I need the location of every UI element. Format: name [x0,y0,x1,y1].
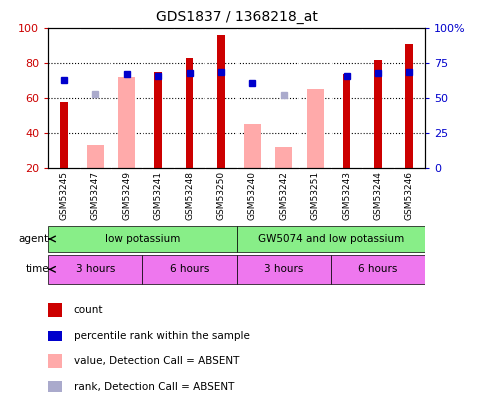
Text: GSM53245: GSM53245 [59,171,69,220]
Bar [185,58,194,168]
Text: GSM53240: GSM53240 [248,171,257,220]
Bar [47,303,62,317]
Bar [331,255,425,284]
Text: GSM53250: GSM53250 [216,171,226,220]
Bar [275,147,292,168]
Bar [244,124,261,168]
Text: GDS1837 / 1368218_at: GDS1837 / 1368218_at [156,10,318,24]
Text: agent: agent [19,234,49,244]
Text: GSM53248: GSM53248 [185,171,194,220]
Text: percentile rank within the sample: percentile rank within the sample [73,331,249,341]
Bar [60,102,68,168]
Bar [48,226,237,252]
Text: GSM53249: GSM53249 [122,171,131,220]
Text: GSM53241: GSM53241 [154,171,163,220]
Text: rank, Detection Call = ABSENT: rank, Detection Call = ABSENT [73,382,234,392]
Bar [87,145,104,168]
Bar [237,255,331,284]
Bar [374,60,382,168]
Text: GSM53242: GSM53242 [279,171,288,220]
Text: value, Detection Call = ABSENT: value, Detection Call = ABSENT [73,356,239,366]
Text: 3 hours: 3 hours [264,264,303,274]
Bar [118,77,135,168]
Text: low potassium: low potassium [105,234,180,244]
Bar [154,72,162,168]
Bar [217,35,225,168]
Bar [48,255,142,284]
Bar [405,44,413,168]
Bar [142,255,237,284]
Text: 6 hours: 6 hours [358,264,398,274]
Text: 6 hours: 6 hours [170,264,209,274]
Bar [307,90,324,168]
Text: GSM53251: GSM53251 [311,171,320,220]
Text: time: time [25,264,49,274]
Text: GSM53247: GSM53247 [91,171,100,220]
Text: GSM53246: GSM53246 [405,171,414,220]
Bar [47,382,62,392]
Text: GSM53243: GSM53243 [342,171,351,220]
Bar [237,226,425,252]
Text: 3 hours: 3 hours [76,264,115,274]
Text: GSM53244: GSM53244 [373,171,383,220]
Bar [342,74,351,168]
Text: count: count [73,305,103,315]
Text: GW5074 and low potassium: GW5074 and low potassium [258,234,404,244]
Bar [47,354,62,368]
Bar [47,330,62,341]
